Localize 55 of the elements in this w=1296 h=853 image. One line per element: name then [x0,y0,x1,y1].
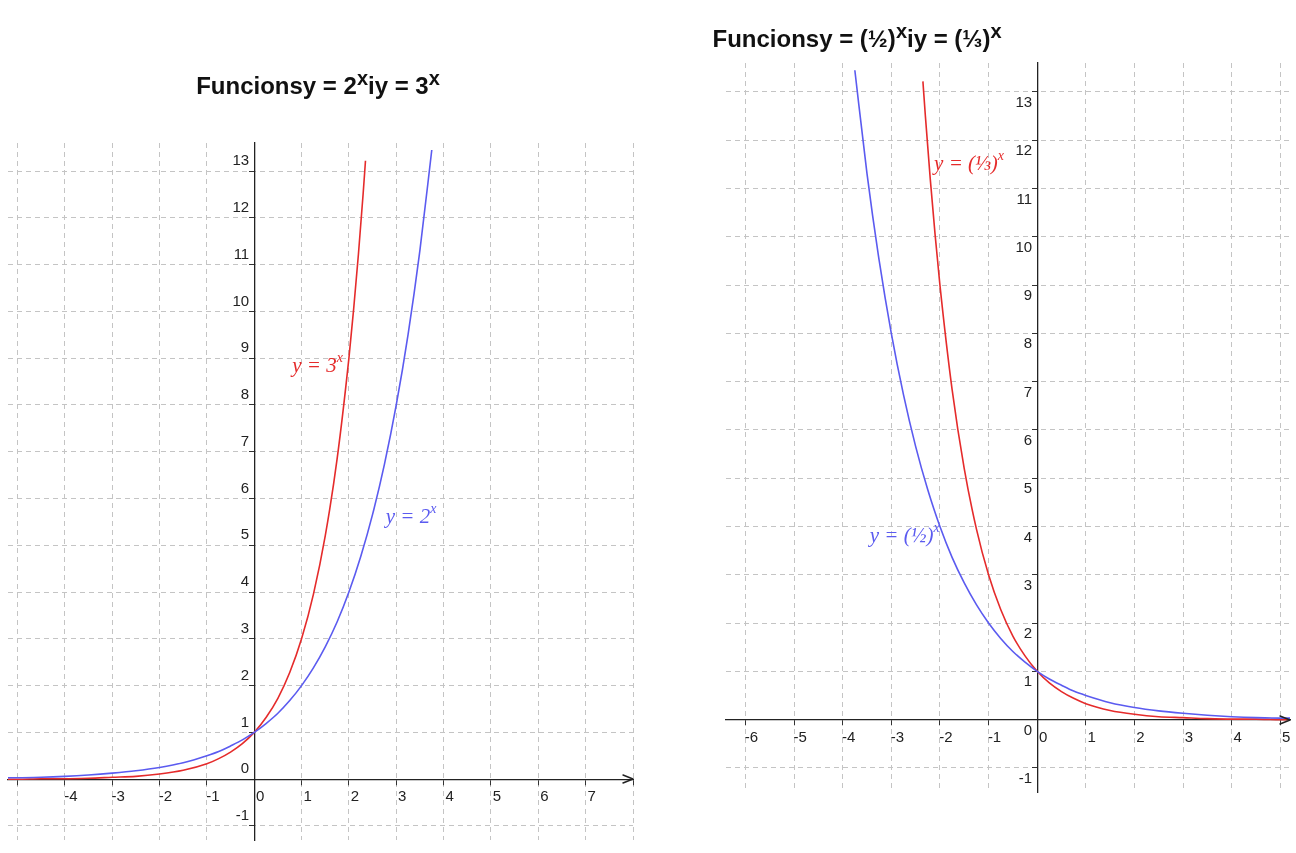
x-tick-label: -2 [939,727,953,745]
x-tick-label: -4 [842,727,856,745]
y-tick-label: -1 [235,806,250,824]
y-tick-label: 1 [1023,672,1033,690]
y-tick-label: 11 [233,244,250,262]
x-tick-label: -1 [987,727,1002,745]
y-tick-label: 5 [240,525,250,543]
x-tick-label: 0 [256,787,265,805]
y-tick-label: 7 [240,431,250,449]
y-tick-label: 13 [1015,93,1033,111]
y-tick-label: -1 [1018,769,1033,786]
x-tick-label: 7 [587,787,596,805]
chart-title: Funcionsy = (½)$^{x}$iy = (⅓)$^{x}$ [711,19,1003,53]
y-tick-label: 5 [1023,479,1033,497]
chart-title: Funcionsy = 2$^{x}$iy = 3$^{x}$ [195,66,441,100]
y-tick-label: 10 [1015,237,1033,255]
x-tick-label: 2 [350,787,360,805]
x-tick-label: -3 [890,727,904,745]
y-tick-label: 9 [1023,286,1033,304]
x-tick-label: 1 [1087,727,1096,745]
y-tick-label: 13 [232,151,250,169]
y-tick-label: 2 [1023,624,1033,642]
y-tick-label: 4 [240,572,250,590]
x-tick-label: 5 [492,787,502,805]
y-tick-label: 2 [240,665,250,683]
y-tick-label: 3 [240,618,250,636]
x-tick-label: 0 [1039,727,1048,745]
y-tick-label: 6 [240,478,250,496]
y-tick-label: 12 [232,197,250,215]
y-tick-label: 6 [1023,431,1033,449]
x-tick-label: 4 [1233,727,1242,745]
x-tick-label: 3 [398,787,407,805]
x-tick-label: -3 [111,787,125,805]
x-tick-label: -1 [206,787,220,805]
x-tick-label: -5 [793,727,807,745]
x-tick-label: 3 [1184,727,1194,745]
x-tick-label: -4 [64,787,78,805]
y-tick-label: 11 [1016,189,1033,207]
y-tick-label: 8 [1023,334,1033,352]
y-tick-label: 10 [232,291,250,309]
y-tick-label: 1 [240,712,250,730]
x-tick-label: 1 [303,787,312,805]
x-tick-label: -6 [744,727,759,745]
x-tick-label: 4 [445,787,454,805]
y-tick-label: 8 [240,385,250,403]
x-tick-label: -2 [158,787,173,805]
y-tick-label: 12 [1015,141,1033,159]
y-tick-label: 0 [240,759,250,777]
y-tick-label: 4 [1023,527,1033,545]
y-tick-label: 9 [240,338,250,356]
x-tick-label: 2 [1136,727,1145,745]
x-tick-label: 5 [1282,727,1291,745]
x-tick-label: 6 [540,787,549,805]
y-tick-label: 3 [1023,575,1033,593]
y-tick-label: 7 [1023,382,1033,400]
